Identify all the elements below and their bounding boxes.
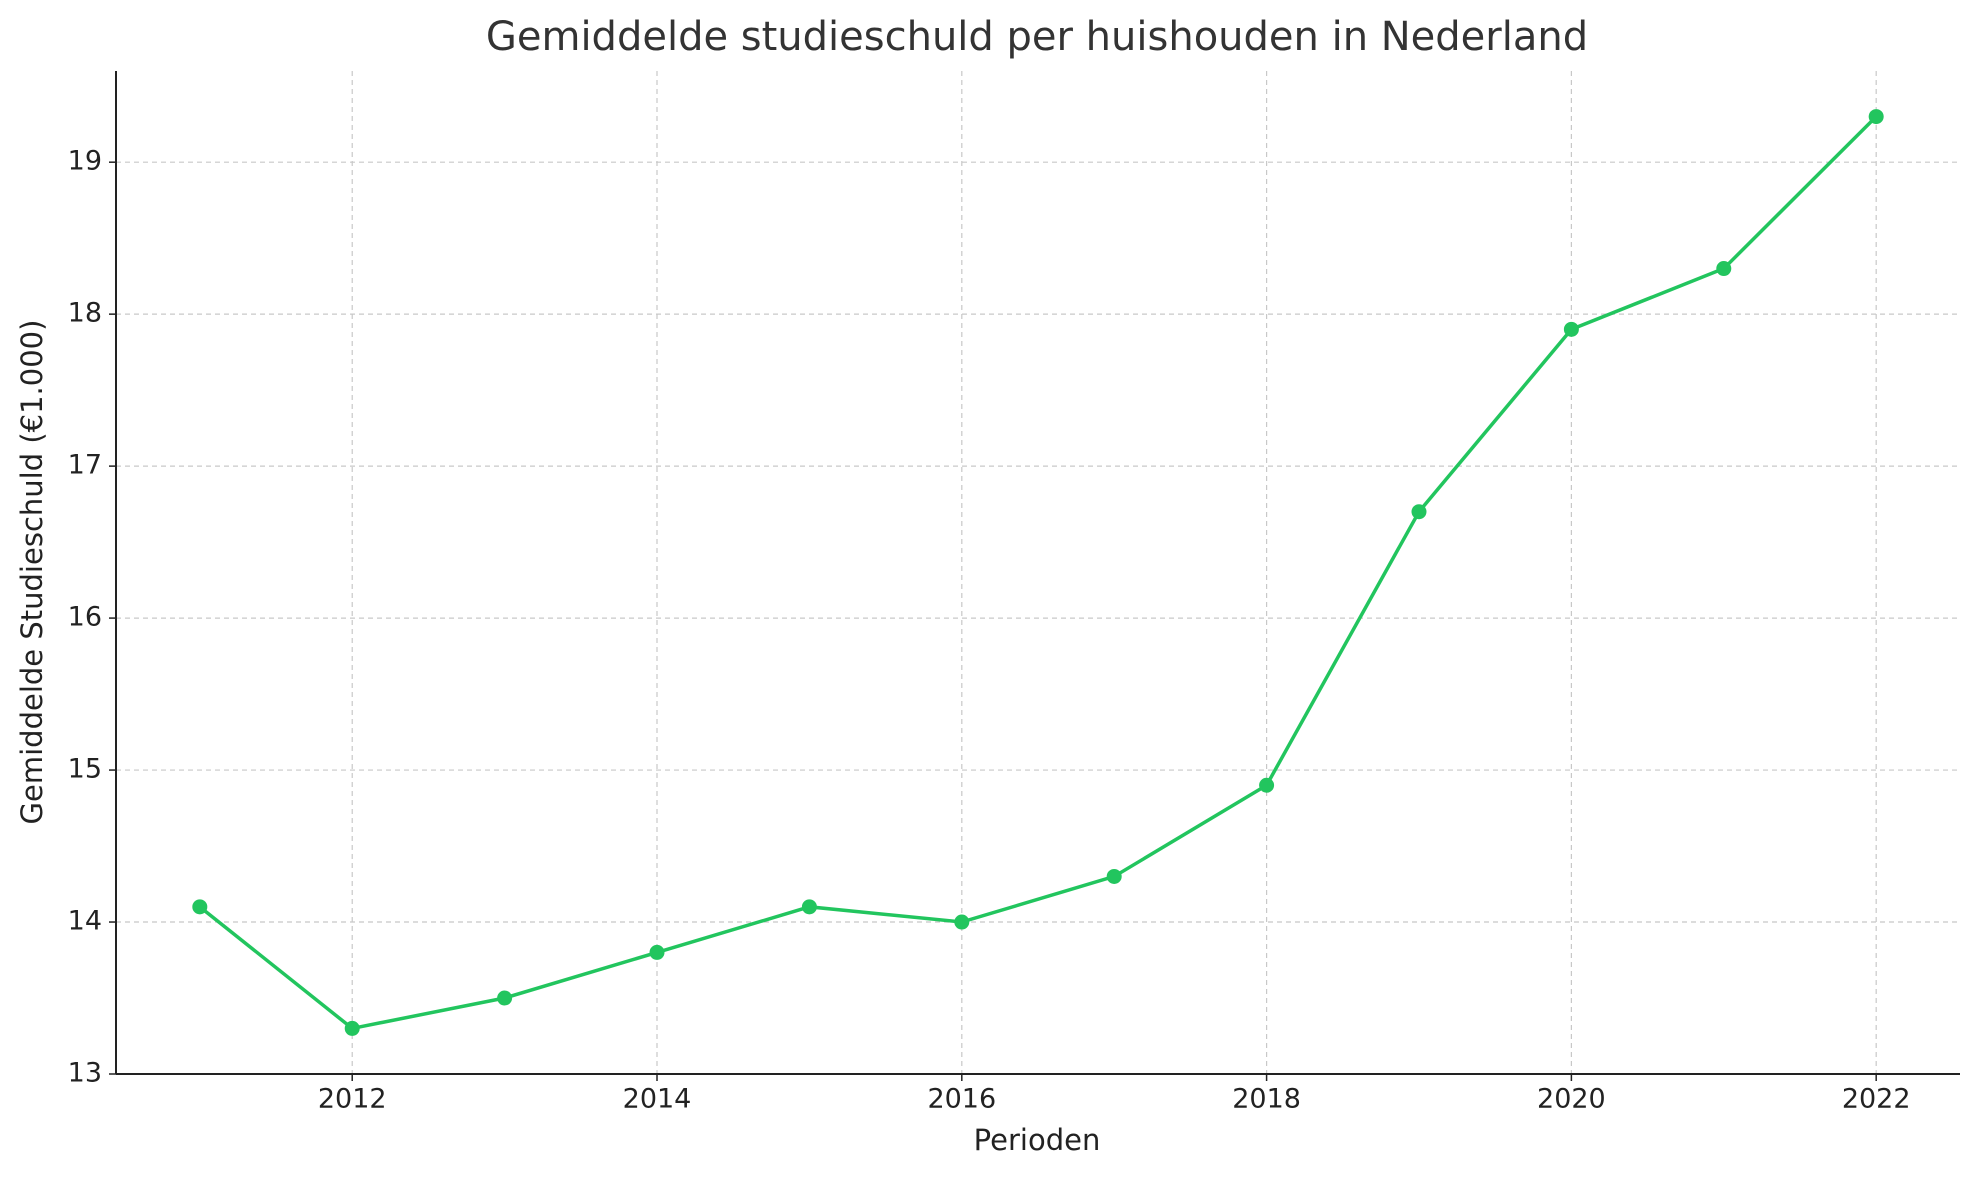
x-tick-label: 2018 [1232,1084,1301,1115]
point [1563,321,1579,337]
point [1716,261,1732,277]
point [954,914,970,930]
x-axis-label: Perioden [974,1123,1101,1157]
x-tick-label: 2012 [318,1084,387,1115]
point [1106,868,1122,884]
y-tick-label: 13 [68,1058,102,1089]
x-tick-label: 2020 [1537,1084,1606,1115]
point [497,990,513,1006]
x-tick-label: 2016 [927,1084,996,1115]
y-tick-label: 18 [68,298,102,329]
point [1411,504,1427,520]
chart-title: Gemiddelde studieschuld per huishouden i… [486,14,1588,60]
y-tick-label: 14 [68,906,102,937]
point [801,899,817,915]
y-tick-label: 19 [68,146,102,177]
x-tick-label: 2022 [1842,1084,1911,1115]
point [649,944,665,960]
y-tick-label: 16 [68,602,102,633]
y-axis-label: Gemiddelde Studieschuld (€1.000) [15,320,49,825]
line [198,115,1878,1031]
point [1868,109,1884,125]
x-tick-label: 2014 [623,1084,692,1115]
y-tick-label: 15 [68,754,102,785]
y-tick-label: 17 [68,450,102,481]
point [344,1020,360,1036]
point [1259,777,1275,793]
point [192,899,208,915]
